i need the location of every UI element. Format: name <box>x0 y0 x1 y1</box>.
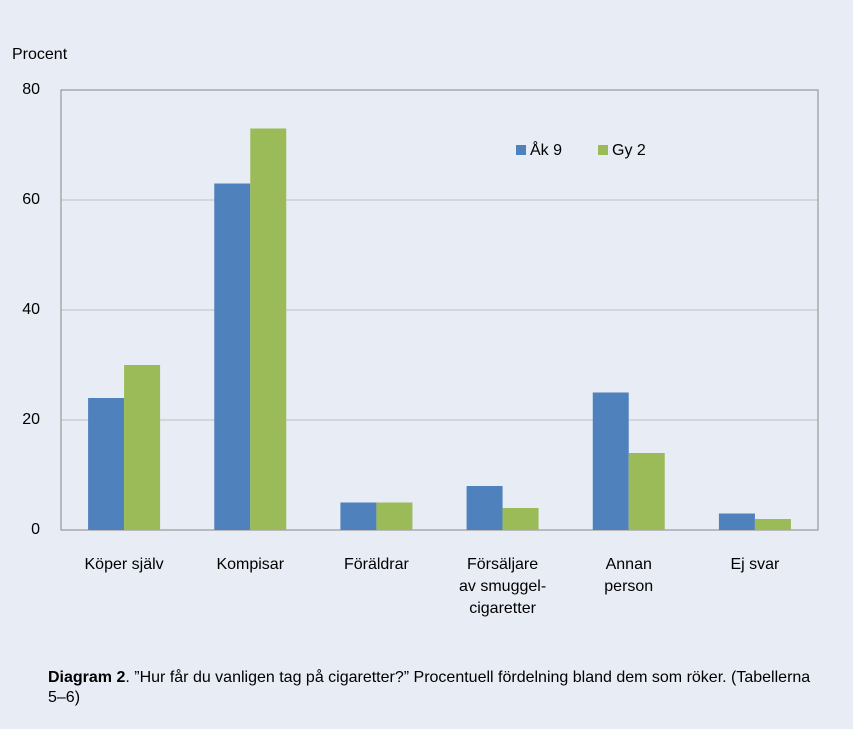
x-tick-label: Ej svar <box>730 556 780 573</box>
caption-text: . ”Hur får du vanligen tag på cigaretter… <box>48 669 811 706</box>
bar <box>592 392 629 530</box>
y-tick-label: 60 <box>22 191 40 208</box>
caption: Diagram 2. ”Hur får du vanligen tag på c… <box>48 668 818 708</box>
bar <box>502 508 539 530</box>
caption-label: Diagram 2 <box>48 669 126 686</box>
bar <box>628 453 665 530</box>
x-tick-label: Köper själv <box>85 556 164 573</box>
x-tick-label: Föräldrar <box>344 556 410 573</box>
x-tick-label: Försäljare av smuggel-cigaretter <box>459 556 546 617</box>
y-tick-label: 0 <box>31 521 40 538</box>
y-tick-label: 80 <box>22 81 40 98</box>
bar <box>466 486 503 530</box>
plot-area <box>60 89 819 531</box>
bar <box>214 183 251 530</box>
legend-swatch <box>516 145 526 155</box>
legend-label: Åk 9 <box>530 140 562 159</box>
bar <box>88 398 125 530</box>
y-axis-label: Procent <box>12 46 68 63</box>
chart: Procent 0 20 40 60 80 Köper själv Kompisar Förä… <box>12 46 819 617</box>
y-tick-label: 40 <box>22 301 40 318</box>
x-tick-label: Kompisar <box>216 556 284 573</box>
x-tick-label: Annan person <box>604 556 653 595</box>
bar <box>124 365 161 530</box>
bar <box>754 519 791 530</box>
bar <box>376 502 413 530</box>
bar <box>250 128 287 530</box>
legend-label: Gy 2 <box>612 142 646 159</box>
y-tick-label: 20 <box>22 411 40 428</box>
bar <box>340 502 377 530</box>
bar <box>718 513 755 530</box>
legend-swatch <box>598 145 608 155</box>
